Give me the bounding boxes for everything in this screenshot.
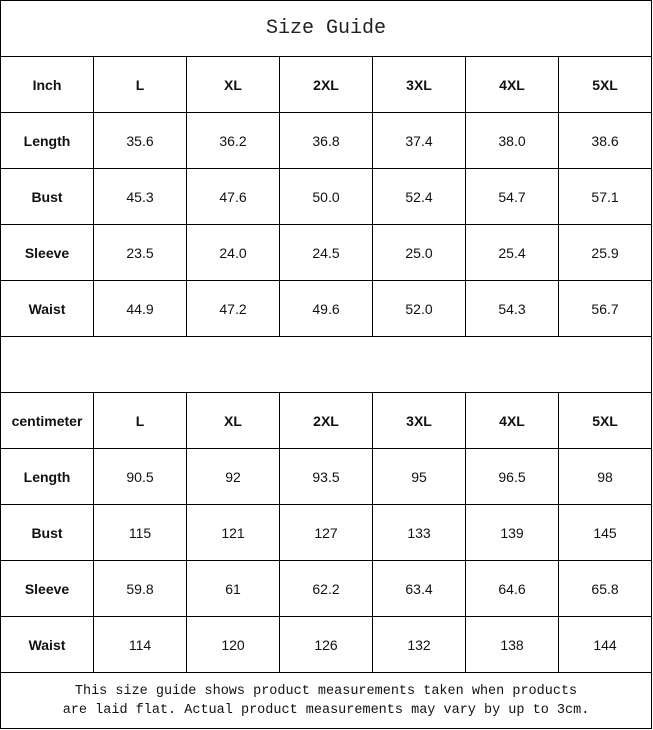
measurement-value: 47.2 xyxy=(186,280,280,337)
measurement-value: 145 xyxy=(557,504,653,561)
note-line: This size guide shows product measuremen… xyxy=(74,683,578,699)
measurement-value: 37.4 xyxy=(372,112,466,169)
measurement-value: 62.2 xyxy=(279,560,373,617)
measurement-value: 127 xyxy=(279,504,373,561)
measurement-value: 25.9 xyxy=(557,224,653,281)
measurement-value: 25.4 xyxy=(465,224,559,281)
table-row: Bust 45.3 47.6 50.0 52.4 54.7 57.1 xyxy=(0,168,653,225)
measurement-value: 63.4 xyxy=(372,560,466,617)
measurement-value: 120 xyxy=(186,616,280,673)
table-row: Length 90.5 92 93.5 95 96.5 98 xyxy=(0,448,653,505)
unit-label: centimeter xyxy=(0,392,94,449)
measurement-value: 144 xyxy=(557,616,653,673)
measurement-value: 114 xyxy=(93,616,187,673)
size-header: 4XL xyxy=(465,392,559,449)
page-title: Size Guide xyxy=(0,0,653,57)
size-header: 2XL xyxy=(279,56,373,113)
unit-label: Inch xyxy=(0,56,94,113)
measurement-value: 65.8 xyxy=(557,560,653,617)
size-header: 4XL xyxy=(465,56,559,113)
measurement-value: 138 xyxy=(465,616,559,673)
table-row: Sleeve 59.8 61 62.2 63.4 64.6 65.8 xyxy=(0,560,653,617)
size-header: 3XL xyxy=(372,392,466,449)
measurement-value: 24.5 xyxy=(279,224,373,281)
measurement-value: 61 xyxy=(186,560,280,617)
measurement-value: 54.7 xyxy=(465,168,559,225)
size-note: This size guide shows product measuremen… xyxy=(0,672,653,729)
header-row: centimeter L XL 2XL 3XL 4XL 5XL xyxy=(0,392,653,449)
size-header: 2XL xyxy=(279,392,373,449)
size-header: 5XL xyxy=(557,56,653,113)
measurement-value: 56.7 xyxy=(557,280,653,337)
table-row: Waist 114 120 126 132 138 144 xyxy=(0,616,653,673)
measurement-value: 133 xyxy=(372,504,466,561)
measurement-value: 59.8 xyxy=(93,560,187,617)
measurement-value: 132 xyxy=(372,616,466,673)
measurement-value: 38.6 xyxy=(557,112,653,169)
measurement-label: Bust xyxy=(0,168,94,225)
measurement-value: 52.0 xyxy=(372,280,466,337)
measurement-value: 92 xyxy=(186,448,280,505)
measurement-label: Sleeve xyxy=(0,224,94,281)
table-row: Bust 115 121 127 133 139 145 xyxy=(0,504,653,561)
size-header: 3XL xyxy=(372,56,466,113)
measurement-value: 54.3 xyxy=(465,280,559,337)
measurement-value: 52.4 xyxy=(372,168,466,225)
measurement-value: 98 xyxy=(557,448,653,505)
size-header: L xyxy=(93,56,187,113)
measurement-label: Sleeve xyxy=(0,560,94,617)
measurement-value: 23.5 xyxy=(93,224,187,281)
measurement-label: Waist xyxy=(0,616,94,673)
measurement-label: Bust xyxy=(0,504,94,561)
measurement-value: 139 xyxy=(465,504,559,561)
measurement-value: 38.0 xyxy=(465,112,559,169)
measurement-value: 93.5 xyxy=(279,448,373,505)
measurement-value: 115 xyxy=(93,504,187,561)
measurement-value: 25.0 xyxy=(372,224,466,281)
table-row: Waist 44.9 47.2 49.6 52.0 54.3 56.7 xyxy=(0,280,653,337)
measurement-value: 49.6 xyxy=(279,280,373,337)
measurement-label: Length xyxy=(0,112,94,169)
measurement-label: Length xyxy=(0,448,94,505)
size-header: XL xyxy=(186,392,280,449)
size-header: XL xyxy=(186,56,280,113)
measurement-value: 36.2 xyxy=(186,112,280,169)
header-row: Inch L XL 2XL 3XL 4XL 5XL xyxy=(0,56,653,113)
measurement-value: 96.5 xyxy=(465,448,559,505)
table-row: Length 35.6 36.2 36.8 37.4 38.0 38.6 xyxy=(0,112,653,169)
spacer-row xyxy=(0,336,653,393)
measurement-value: 35.6 xyxy=(93,112,187,169)
measurement-value: 47.6 xyxy=(186,168,280,225)
table-row: Sleeve 23.5 24.0 24.5 25.0 25.4 25.9 xyxy=(0,224,653,281)
measurement-value: 44.9 xyxy=(93,280,187,337)
measurement-value: 36.8 xyxy=(279,112,373,169)
note-line: are laid flat. Actual product measuremen… xyxy=(62,702,590,718)
size-header: 5XL xyxy=(557,392,653,449)
size-header: L xyxy=(93,392,187,449)
measurement-value: 121 xyxy=(186,504,280,561)
measurement-label: Waist xyxy=(0,280,94,337)
measurement-value: 45.3 xyxy=(93,168,187,225)
measurement-value: 50.0 xyxy=(279,168,373,225)
measurement-value: 64.6 xyxy=(465,560,559,617)
measurement-value: 126 xyxy=(279,616,373,673)
measurement-value: 90.5 xyxy=(93,448,187,505)
measurement-value: 24.0 xyxy=(186,224,280,281)
measurement-value: 57.1 xyxy=(557,168,653,225)
measurement-value: 95 xyxy=(372,448,466,505)
